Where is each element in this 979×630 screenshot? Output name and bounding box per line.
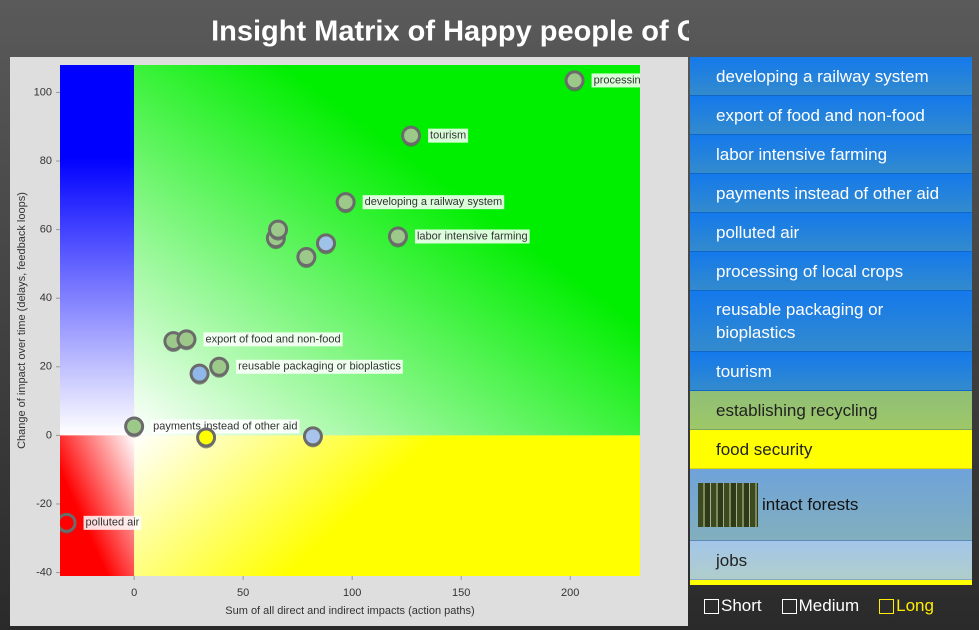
list-item[interactable]: jobs [690, 541, 972, 580]
option-label: Medium [798, 596, 860, 615]
item-label: reusable packaging or bioplastics [716, 300, 884, 342]
checkbox[interactable] [781, 598, 797, 614]
y-tick-label: -20 [36, 498, 52, 510]
page-title: Insight Matrix of Happy people of Ghana [211, 16, 689, 48]
thumbnail [698, 482, 758, 527]
item-label: establishing recycling [716, 400, 878, 420]
point [268, 219, 289, 240]
point [302, 426, 323, 447]
point [401, 125, 422, 146]
point-label: tourism [430, 130, 466, 142]
item-label: export of food and non-food [716, 105, 925, 125]
list-item[interactable]: establishing recycling [690, 391, 972, 430]
point [564, 70, 585, 91]
list-item[interactable]: polluted air [690, 213, 972, 252]
point [189, 363, 210, 384]
checkbox[interactable] [879, 598, 895, 614]
point [60, 512, 77, 533]
item-label: labor intensive farming [716, 144, 888, 164]
point-label: polluted air [86, 517, 140, 529]
label-bg [414, 229, 530, 244]
point-label: reusable packaging or bioplastics [238, 361, 401, 373]
point-label: processing of local crops [594, 74, 689, 86]
checkbox-option[interactable]: Long [879, 596, 934, 616]
list-item[interactable]: labor intensive farming [690, 135, 972, 174]
y-tick-label: 0 [46, 429, 52, 441]
item-list: developing a railway system export of foo… [690, 57, 972, 585]
x-tick-label: 100 [343, 587, 361, 599]
label-bg [83, 515, 142, 530]
checkbox-option[interactable]: Medium [781, 596, 860, 616]
label-bg [591, 73, 640, 88]
quadrant [134, 435, 640, 576]
option-label: Short [721, 596, 762, 615]
item-label: payments instead of other aid [716, 183, 940, 203]
list-item[interactable]: reusable packaging or bioplastics [690, 291, 972, 352]
item-label: processing of local crops [716, 261, 904, 281]
y-tick-label: -40 [36, 566, 52, 578]
option-label: Long [896, 596, 934, 615]
point [296, 247, 317, 268]
label-bg [362, 195, 505, 210]
point [196, 427, 217, 448]
quadrant [134, 65, 640, 436]
point [387, 226, 408, 247]
list-item[interactable]: developing a railway system [690, 57, 972, 96]
x-tick-label: 0 [131, 587, 137, 599]
point-label: payments instead of other aid [153, 420, 297, 432]
item-label: tourism [716, 361, 772, 381]
label-bg [428, 128, 469, 143]
x-tick-label: 150 [452, 587, 470, 599]
point-label: export of food and non-food [205, 333, 340, 345]
list-item[interactable]: export of food and non-food [690, 96, 972, 135]
quadrant [60, 65, 135, 436]
x-tick-label: 50 [237, 587, 249, 599]
x-axis-label: Sum of all direct and indirect impacts (… [225, 605, 474, 617]
points: processing of local crops tourism developi… [60, 70, 689, 534]
item-label: food security [716, 439, 813, 459]
y-tick-label: 60 [40, 224, 52, 236]
point [335, 192, 356, 213]
point [124, 416, 145, 437]
checkbox[interactable] [704, 598, 719, 614]
point [316, 233, 337, 254]
label-bg [151, 419, 300, 434]
list-item[interactable]: processing of local crops [690, 252, 972, 291]
item-label: intact forests [762, 495, 859, 514]
label-bg [236, 359, 403, 374]
item-label: jobs [716, 550, 748, 570]
point [176, 329, 197, 350]
y-axis-label: Change of impact over time (delays, feed… [16, 192, 28, 449]
y-tick-label: 100 [34, 86, 52, 98]
y-tick-label: 20 [40, 361, 52, 373]
quadrant [60, 435, 135, 576]
item-label: polluted air [716, 222, 800, 242]
point-label: developing a railway system [365, 196, 503, 208]
label-bg [203, 332, 343, 347]
y-tick-label: 80 [40, 155, 52, 167]
timeframe-options: Short Medium Long [704, 596, 934, 616]
chart: Insight Matrix of Happy people of Ghana … [10, 16, 689, 626]
list-item[interactable]: food security [690, 430, 972, 469]
y-tick-label: 40 [40, 292, 52, 304]
point-label: labor intensive farming [417, 230, 528, 242]
checkbox-option[interactable]: Short [704, 596, 762, 616]
item-label: developing a railway system [716, 66, 929, 86]
point [209, 356, 230, 377]
x-tick-label: 200 [561, 587, 579, 599]
list-item[interactable]: intact forests [690, 469, 972, 541]
list-item[interactable]: tourism [690, 352, 972, 391]
list-item[interactable]: payments instead of other aid [690, 174, 972, 213]
